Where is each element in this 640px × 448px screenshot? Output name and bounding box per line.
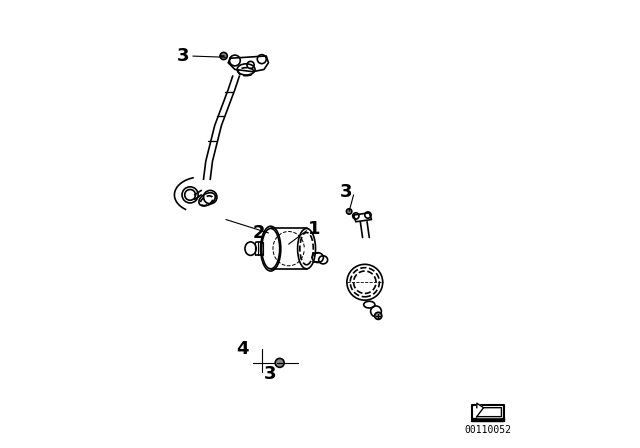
Text: 3: 3 <box>177 47 189 65</box>
Circle shape <box>374 312 382 319</box>
Text: 3: 3 <box>264 365 276 383</box>
Circle shape <box>275 358 284 367</box>
Bar <box>472 418 504 421</box>
Polygon shape <box>477 408 502 417</box>
Text: 3: 3 <box>340 183 352 201</box>
Text: 2: 2 <box>253 224 266 242</box>
Ellipse shape <box>262 228 280 269</box>
Text: 1: 1 <box>307 220 320 238</box>
Text: 00110052: 00110052 <box>465 425 511 435</box>
Circle shape <box>346 209 352 214</box>
Text: 4: 4 <box>236 340 248 358</box>
Circle shape <box>220 52 227 60</box>
Polygon shape <box>477 403 484 408</box>
